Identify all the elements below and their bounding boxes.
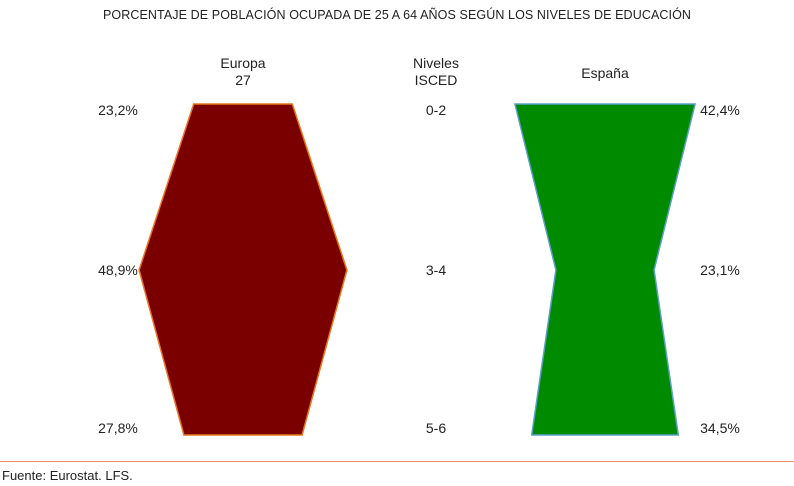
levels-header-line: Niveles (413, 55, 459, 71)
level-label: 3-4 (426, 262, 446, 278)
footer-divider (0, 461, 794, 462)
data-label: 48,9% (98, 262, 138, 278)
series-shape-europa-27 (138, 103, 348, 436)
chart-title: PORCENTAJE DE POBLACIÓN OCUPADA DE 25 A … (102, 8, 692, 22)
series-header-line: Europa (220, 55, 265, 71)
source-note: Fuente: Eurostat. LFS. (2, 468, 133, 483)
data-label: 23,2% (98, 102, 138, 118)
level-label: 0-2 (426, 102, 446, 118)
series-shape-espana (513, 103, 697, 436)
levels-header-line: ISCED (415, 72, 458, 88)
series-header: España (581, 65, 629, 81)
data-label: 27,8% (98, 420, 138, 436)
data-label: 23,1% (700, 262, 740, 278)
data-label: 42,4% (700, 102, 740, 118)
level-label: 5-6 (426, 420, 446, 436)
series-header-line: 27 (235, 72, 251, 88)
data-label: 34,5% (700, 420, 740, 436)
